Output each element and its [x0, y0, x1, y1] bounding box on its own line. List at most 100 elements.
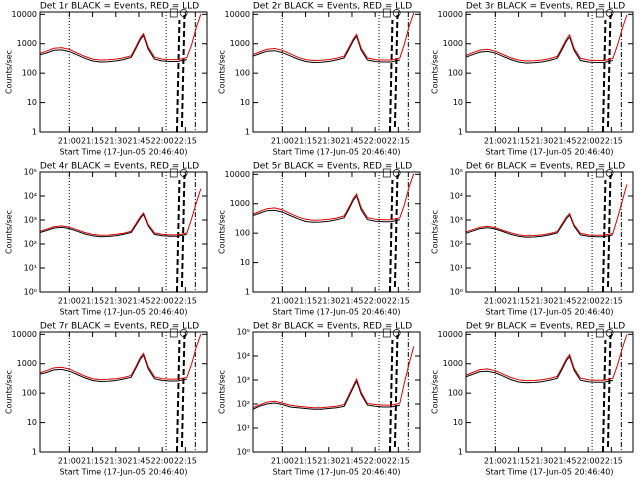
- series-line: [465, 334, 628, 382]
- y-axis-label: Counts/sec: [5, 50, 14, 94]
- x-tick-label: 21:45: [340, 297, 363, 306]
- chart-title: Det 9r BLACK = Events, RED = LLD: [466, 322, 625, 332]
- series-line: [465, 184, 628, 237]
- y-tick-label: 10⁵: [450, 168, 463, 177]
- series-line: [252, 12, 415, 62]
- plot-frame: [39, 171, 208, 293]
- x-tick-label: 21:00: [58, 137, 81, 146]
- marker-box: [595, 328, 604, 338]
- marker-box: [382, 168, 391, 178]
- y-tick-label: 100: [22, 69, 37, 78]
- plot-frame: [39, 331, 208, 453]
- x-tick-label: 21:45: [553, 297, 576, 306]
- x-tick-label: 21:30: [530, 297, 553, 306]
- x-tick-label: 21:00: [58, 457, 81, 466]
- marker-circle: [179, 9, 188, 17]
- x-tick-label: 21:00: [484, 297, 507, 306]
- marker-line: [606, 334, 612, 448]
- marker-line: [393, 174, 399, 288]
- x-tick-label: 21:30: [317, 297, 340, 306]
- plot-frame: [252, 11, 421, 133]
- y-tick-label: 10000: [225, 10, 250, 19]
- series-line: [252, 173, 415, 221]
- plot-frame: [39, 11, 208, 133]
- chart-title: Det 8r BLACK = Events, RED = LLD: [253, 322, 412, 332]
- marker-line: [601, 179, 607, 293]
- x-tick-label: 22:00: [364, 297, 387, 306]
- series-line: [252, 379, 401, 410]
- x-tick-label: 21:15: [81, 137, 104, 146]
- y-tick-label: 10: [27, 98, 37, 107]
- x-axis-label: Start Time (17-Jun-05 20:46:40): [60, 468, 188, 477]
- x-tick-label: 22:15: [174, 297, 197, 306]
- x-tick-label: 21:45: [553, 137, 576, 146]
- marker-circle: [605, 9, 614, 17]
- y-tick-label: 10000: [438, 10, 463, 19]
- x-tick-label: 22:15: [387, 457, 410, 466]
- marker-line: [606, 174, 612, 288]
- series-line: [39, 354, 187, 383]
- marker-line: [180, 174, 186, 288]
- x-tick-label: 22:15: [387, 137, 410, 146]
- y-tick-label: 1000: [230, 199, 250, 208]
- y-tick-label: 10000: [225, 170, 250, 179]
- chart-title: Det 5r BLACK = Events, RED = LLD: [253, 162, 412, 172]
- y-tick-label: 1: [245, 128, 250, 137]
- x-tick-label: 22:15: [600, 137, 623, 146]
- series-line: [465, 35, 614, 64]
- y-tick-label: 1000: [443, 359, 463, 368]
- x-tick-label: 22:15: [600, 457, 623, 466]
- y-tick-label: 10²: [24, 240, 37, 249]
- marker-box: [169, 328, 178, 338]
- marker-circle: [392, 169, 401, 177]
- x-tick-label: 21:15: [294, 457, 317, 466]
- x-tick-label: 21:00: [58, 297, 81, 306]
- x-tick-label: 21:45: [127, 457, 150, 466]
- y-tick-label: 1000: [230, 39, 250, 48]
- marker-circle: [392, 329, 401, 337]
- x-tick-label: 21:30: [104, 457, 127, 466]
- marker-line: [388, 339, 394, 453]
- y-tick-label: 10⁰: [237, 448, 250, 457]
- x-axis-label: Start Time (17-Jun-05 20:46:40): [60, 148, 188, 157]
- y-axis-label: Counts/sec: [431, 210, 440, 254]
- y-tick-label: 10⁵: [24, 168, 37, 177]
- series-line: [465, 14, 628, 62]
- x-tick-label: 21:00: [271, 297, 294, 306]
- marker-line: [601, 339, 607, 453]
- y-axis-label: Counts/sec: [5, 210, 14, 254]
- y-tick-label: 100: [22, 389, 37, 398]
- x-tick-label: 22:00: [364, 457, 387, 466]
- marker-circle: [605, 329, 614, 337]
- x-tick-label: 21:15: [81, 457, 104, 466]
- y-tick-label: 10⁵: [237, 328, 250, 337]
- x-tick-label: 22:00: [577, 297, 600, 306]
- x-tick-label: 22:15: [387, 297, 410, 306]
- series-line: [39, 213, 187, 238]
- x-axis-label: Start Time (17-Jun-05 20:46:40): [486, 148, 614, 157]
- chart-title: Det 4r BLACK = Events, RED = LLD: [40, 162, 199, 172]
- series-line: [39, 334, 202, 381]
- y-tick-label: 1: [32, 128, 37, 137]
- marker-line: [393, 334, 399, 448]
- marker-line: [388, 19, 394, 133]
- x-tick-label: 22:15: [174, 137, 197, 146]
- marker-line: [388, 179, 394, 293]
- y-tick-label: 100: [448, 389, 463, 398]
- x-tick-label: 21:30: [317, 137, 340, 146]
- series-line: [252, 194, 400, 223]
- marker-line: [606, 14, 612, 128]
- y-axis-label: Counts/sec: [5, 370, 14, 414]
- marker-circle: [179, 169, 188, 177]
- series-line: [465, 355, 614, 384]
- chart-title: Det 3r BLACK = Events, RED = LLD: [466, 2, 625, 12]
- x-tick-label: 21:15: [294, 297, 317, 306]
- plot-frame: [465, 11, 634, 133]
- y-tick-label: 1: [245, 288, 250, 297]
- y-tick-label: 10³: [24, 216, 37, 225]
- marker-box: [382, 8, 391, 18]
- y-tick-label: 10000: [438, 330, 463, 339]
- x-tick-label: 21:30: [317, 457, 340, 466]
- chart-title: Det 2r BLACK = Events, RED = LLD: [253, 2, 412, 12]
